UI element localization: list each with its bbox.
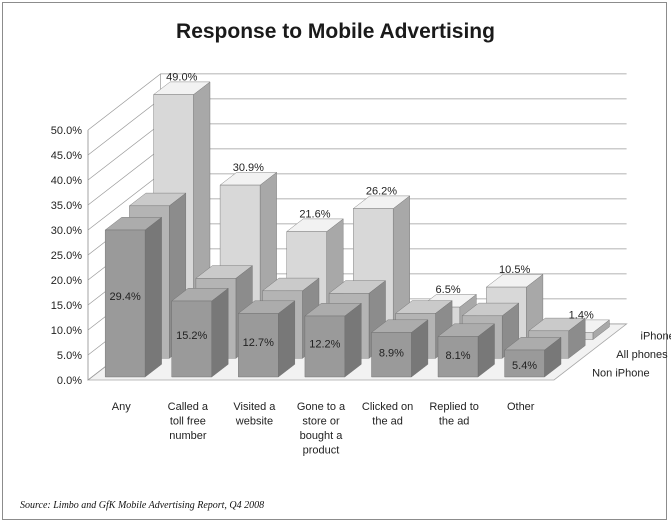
chart-title: Response to Mobile Advertising (176, 20, 495, 43)
data-label: 49.0% (166, 71, 197, 83)
data-label: 10.5% (499, 264, 530, 276)
data-labels: 1.4% 10.5% 6.5% 26.2% 21.6% 30.9% 49.0% 5.4% 8.1… (110, 71, 594, 372)
y-tick-label: 20.0% (51, 275, 82, 287)
bar (237, 300, 296, 378)
data-label: 30.9% (233, 162, 264, 174)
data-label: 12.7% (243, 337, 274, 349)
bar-side (344, 302, 362, 378)
x-tick-label-line: Visited a (233, 401, 276, 413)
data-label: 26.2% (366, 185, 397, 197)
bar-side (144, 216, 162, 378)
bar (437, 323, 496, 378)
data-label: 6.5% (436, 284, 461, 296)
x-tick-label-line: the ad (372, 416, 403, 428)
series-label: All phones (616, 349, 668, 361)
x-tick-label-line: Replied to (429, 401, 479, 413)
data-label: 5.4% (512, 360, 537, 372)
bar-front (304, 315, 345, 378)
series-label: iPhone (641, 330, 671, 342)
x-tick-label-line: website (235, 416, 273, 428)
data-label: 1.4% (569, 309, 594, 321)
x-tick-label-line: Clicked on (362, 401, 413, 413)
y-tick-label: 25.0% (51, 250, 82, 262)
x-tick-label-line: the ad (439, 416, 470, 428)
data-label: 8.9% (379, 348, 404, 360)
y-tick-label: 5.0% (57, 350, 82, 362)
axis-labels: 0.0% 5.0% 10.0% 15.0% 20.0% 25.0% 30.0% 35.0% 40… (51, 125, 671, 457)
data-label: 21.6% (299, 208, 330, 220)
source-note: Source: Limbo and GfK Mobile Advertising… (20, 500, 265, 511)
bar (370, 319, 429, 378)
bar-front (104, 229, 146, 378)
series-label: Non iPhone (592, 368, 650, 380)
x-tick-label-line: product (303, 445, 340, 457)
x-tick-label-line: Gone to a (297, 401, 346, 413)
bar-front (437, 336, 479, 378)
bar (304, 302, 362, 378)
data-label: 12.2% (309, 338, 340, 350)
x-tick-label: Other (507, 401, 535, 413)
y-tick-label: 35.0% (51, 200, 82, 212)
x-tick-label-line: store or (302, 416, 340, 428)
bar-front (371, 332, 412, 378)
y-tick-label: 50.0% (51, 125, 82, 137)
x-tick-label-line: bought a (300, 430, 344, 442)
x-tick-label-line: toll free (170, 416, 206, 428)
bar (504, 336, 562, 378)
bar (171, 287, 229, 378)
bar-front (171, 300, 212, 378)
x-tick-label-line: number (169, 430, 207, 442)
x-tick-label: Clicked on the ad (362, 401, 413, 428)
x-tick-label: Called a toll free number (168, 401, 209, 442)
bar-front (238, 313, 279, 378)
bar-side (278, 300, 295, 378)
x-tick-label: Gone to a store or bought a product (297, 401, 346, 457)
x-tick-label: Any (112, 401, 131, 413)
y-tick-label: 15.0% (51, 300, 82, 312)
bars (104, 81, 610, 378)
y-tick-label: 40.0% (51, 175, 82, 187)
y-tick-label: 0.0% (57, 375, 82, 387)
data-label: 8.1% (445, 350, 470, 362)
data-label: 15.2% (176, 330, 207, 342)
x-tick-label-line: Other (507, 401, 535, 413)
x-tick-label: Visited a website (233, 401, 276, 428)
data-label: 29.4% (110, 291, 141, 303)
y-tick-label: 10.0% (51, 325, 82, 337)
x-tick-label-line: Any (112, 401, 131, 413)
bar-side (211, 287, 229, 378)
y-tick-label: 45.0% (51, 150, 82, 162)
x-tick-label-line: Called a (168, 401, 209, 413)
x-tick-label: Replied to the ad (429, 401, 479, 428)
bar-front (504, 349, 545, 378)
bar (104, 216, 163, 378)
y-tick-label: 30.0% (51, 225, 82, 237)
